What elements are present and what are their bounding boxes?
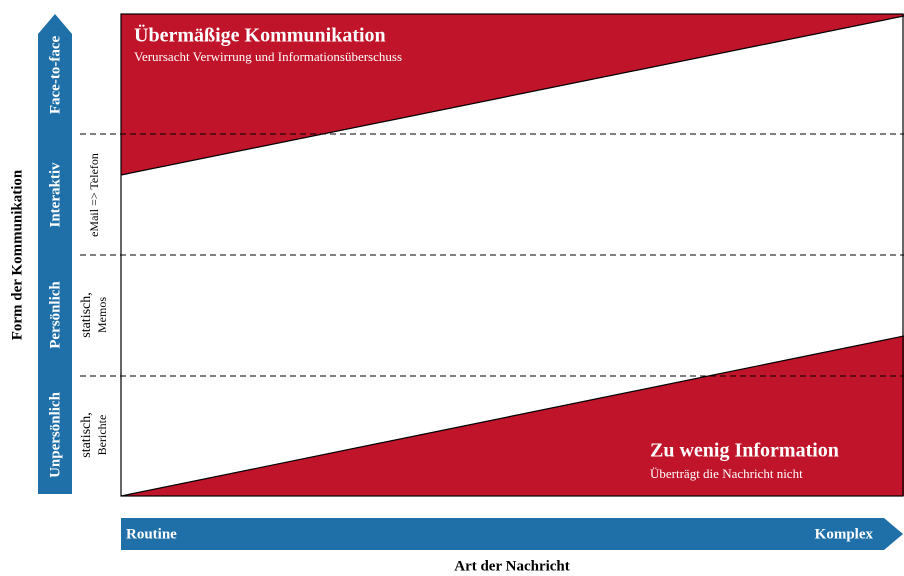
media-label: statisch, xyxy=(79,412,94,458)
region-title: Zu wenig Information xyxy=(650,440,839,462)
media-label: statisch, xyxy=(79,292,94,338)
x-end-label: Komplex xyxy=(815,526,874,542)
level-label: Persönlich xyxy=(47,281,63,349)
media-label: eMail => Telefon xyxy=(87,153,101,237)
level-dividers xyxy=(80,133,904,377)
top-edge xyxy=(120,15,904,176)
region-title: Übermäßige Kommunikation xyxy=(134,24,386,47)
x-axis-label: Art der Nachricht xyxy=(454,558,570,574)
y-axis-label: Form der Kommunikation xyxy=(9,169,25,340)
level-label: Unpersönlich xyxy=(47,391,63,478)
media-label: Berichte xyxy=(95,415,109,456)
region-subtitle: Überträgt die Nachricht nicht xyxy=(650,466,803,481)
bottom-edge xyxy=(120,335,904,497)
level-label: Face-to-face xyxy=(47,36,63,115)
media-label: Memos xyxy=(95,297,109,333)
x-arrow xyxy=(121,518,903,550)
region-subtitle: Verursacht Verwirrung und Informationsüb… xyxy=(134,49,402,64)
level-label: Interaktiv xyxy=(47,162,63,227)
x-start-label: Routine xyxy=(126,526,177,542)
y-arrow xyxy=(38,14,72,494)
frame xyxy=(120,13,904,497)
